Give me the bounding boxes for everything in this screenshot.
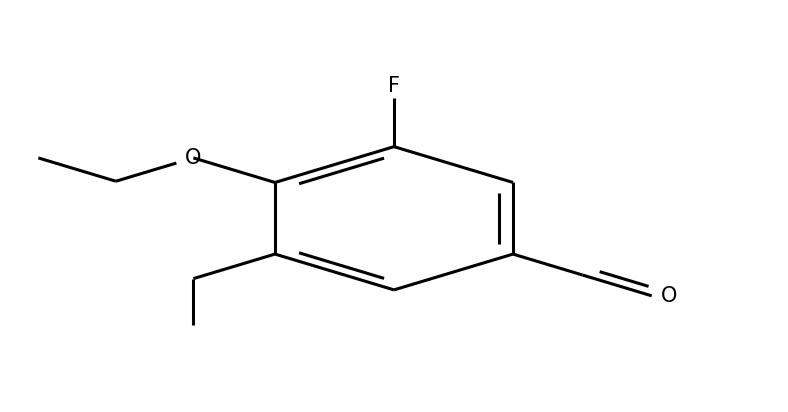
Text: O: O xyxy=(661,286,678,306)
Text: O: O xyxy=(185,148,202,168)
Text: F: F xyxy=(388,75,400,96)
